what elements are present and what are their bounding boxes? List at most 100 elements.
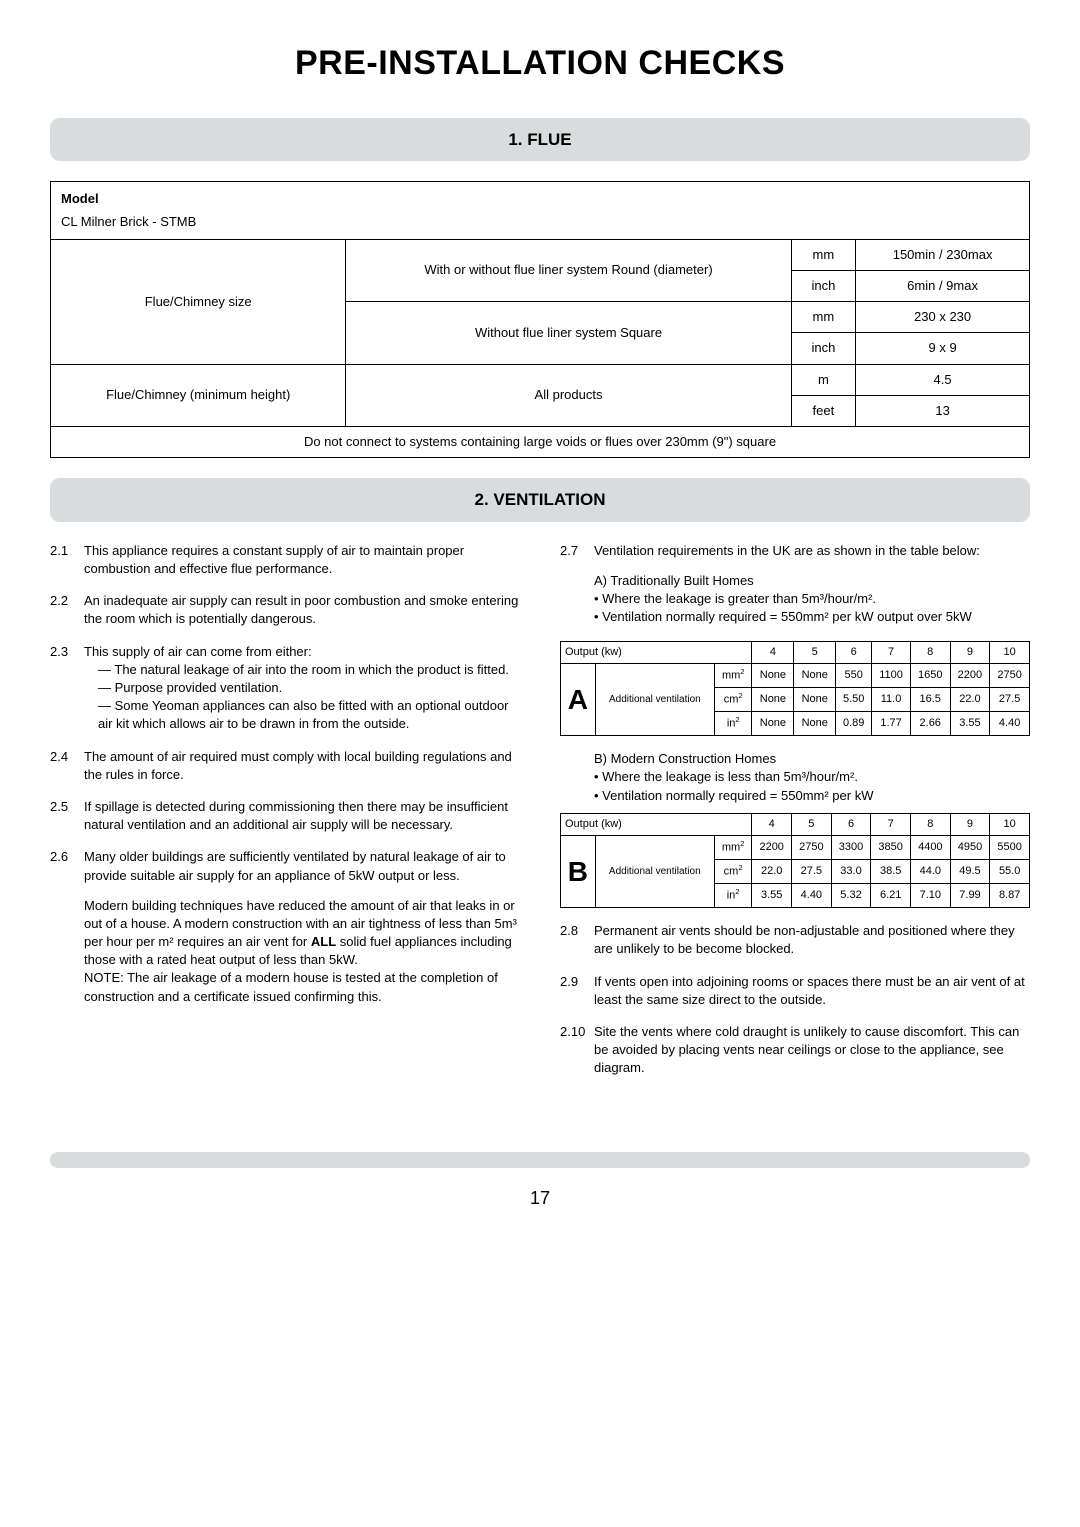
value-cell: 13 xyxy=(856,395,1030,426)
addvent-label: Additional ventilation xyxy=(595,664,714,736)
page-number: 17 xyxy=(50,1186,1030,1211)
table-letter: A xyxy=(561,664,596,736)
cell: 4.40 xyxy=(792,884,832,908)
header: 4 xyxy=(752,813,792,835)
header: 7 xyxy=(872,641,911,663)
model-name: CL Milner Brick - STMB xyxy=(61,214,196,229)
header: 10 xyxy=(990,813,1030,835)
unit: in2 xyxy=(714,884,751,908)
item-text: If vents open into adjoining rooms or sp… xyxy=(594,973,1030,1009)
cell: 7.99 xyxy=(950,884,990,908)
value-cell: 150min / 230max xyxy=(856,239,1030,270)
item-num: 2.9 xyxy=(560,973,594,1009)
cell: 1650 xyxy=(910,664,950,688)
item-num: 2.4 xyxy=(50,748,84,784)
value-cell: 230 x 230 xyxy=(856,302,1030,333)
unit-cell: mm xyxy=(791,239,856,270)
header: 8 xyxy=(910,641,950,663)
header: 9 xyxy=(950,641,990,663)
header: 5 xyxy=(792,813,832,835)
cell: None xyxy=(794,664,836,688)
cell: 1.77 xyxy=(872,712,911,736)
flue-size-label: Flue/Chimney size xyxy=(51,239,346,364)
value-cell: 6min / 9max xyxy=(856,270,1030,301)
unit-cell: feet xyxy=(791,395,856,426)
text: This supply of air can come from either: xyxy=(84,644,312,659)
cell: 8.87 xyxy=(990,884,1030,908)
addvent-label: Additional ventilation xyxy=(595,836,714,908)
flue-height-label: Flue/Chimney (minimum height) xyxy=(51,364,346,426)
unit: mm2 xyxy=(715,664,752,688)
item-num: 2.6 xyxy=(50,848,84,1006)
item-text: Permanent air vents should be non-adjust… xyxy=(594,922,1030,958)
cell: 2750 xyxy=(990,664,1030,688)
cell: 5.32 xyxy=(831,884,871,908)
unit: mm2 xyxy=(714,836,751,860)
bullet: • Where the leakage is less than 5m³/hou… xyxy=(594,768,1030,786)
header: 5 xyxy=(794,641,836,663)
cell: 2200 xyxy=(950,664,990,688)
flue-round-label: With or without flue liner system Round … xyxy=(346,239,791,301)
header: 9 xyxy=(950,813,990,835)
header: 6 xyxy=(831,813,871,835)
cell: None xyxy=(752,688,794,712)
text: Ventilation requirements in the UK are a… xyxy=(594,542,1030,560)
text: NOTE: The air leakage of a modern house … xyxy=(84,969,520,1005)
item-text: The amount of air required must comply w… xyxy=(84,748,520,784)
cell: None xyxy=(794,688,836,712)
item-text: This appliance requires a constant suppl… xyxy=(84,542,520,578)
cell: 33.0 xyxy=(831,860,871,884)
cell: 5.50 xyxy=(836,688,872,712)
header: 10 xyxy=(990,641,1030,663)
cell: None xyxy=(752,712,794,736)
cell: 27.5 xyxy=(792,860,832,884)
text: — Some Yeoman appliances can also be fit… xyxy=(98,697,520,733)
header: 8 xyxy=(911,813,951,835)
cell: 4400 xyxy=(911,836,951,860)
item-num: 2.7 xyxy=(560,542,594,627)
right-column: 2.7 Ventilation requirements in the UK a… xyxy=(560,542,1030,1092)
item-text: If spillage is detected during commissio… xyxy=(84,798,520,834)
cell: 7.10 xyxy=(911,884,951,908)
unit: cm2 xyxy=(715,688,752,712)
cell: 0.89 xyxy=(836,712,872,736)
vent-table-b: Output (kw) 4 5 6 7 8 9 10 B Additional … xyxy=(560,813,1030,909)
cell: 5500 xyxy=(990,836,1030,860)
item-num: 2.2 xyxy=(50,592,84,628)
item-num: 2.10 xyxy=(560,1023,594,1078)
flue-table: Model CL Milner Brick - STMB Flue/Chimne… xyxy=(50,181,1030,458)
cell: 3850 xyxy=(871,836,911,860)
unit-cell: inch xyxy=(791,333,856,364)
cell: 3.55 xyxy=(752,884,792,908)
cell: 16.5 xyxy=(910,688,950,712)
cell: 3300 xyxy=(831,836,871,860)
cell: 27.5 xyxy=(990,688,1030,712)
cell: 4.40 xyxy=(990,712,1030,736)
cell: 38.5 xyxy=(871,860,911,884)
table-letter: B xyxy=(561,836,596,908)
item-text: Site the vents where cold draught is unl… xyxy=(594,1023,1030,1078)
bullet: • Ventilation normally required = 550mm²… xyxy=(594,787,1030,805)
vent-table-a: Output (kw) 4 5 6 7 8 9 10 A Additional … xyxy=(560,641,1030,737)
cell: 55.0 xyxy=(990,860,1030,884)
item-text: This supply of air can come from either:… xyxy=(84,643,520,734)
cell: 44.0 xyxy=(911,860,951,884)
item-num: 2.5 xyxy=(50,798,84,834)
subtitle: A) Traditionally Built Homes xyxy=(594,572,1030,590)
item-text: An inadequate air supply can result in p… xyxy=(84,592,520,628)
unit: cm2 xyxy=(714,860,751,884)
output-label: Output (kw) xyxy=(561,813,752,835)
header: 6 xyxy=(836,641,872,663)
value-cell: 4.5 xyxy=(856,364,1030,395)
value-cell: 9 x 9 xyxy=(856,333,1030,364)
all-products-label: All products xyxy=(346,364,791,426)
cell: 2750 xyxy=(792,836,832,860)
flue-square-label: Without flue liner system Square xyxy=(346,302,791,364)
bold-text: ALL xyxy=(311,934,336,949)
subtitle: B) Modern Construction Homes xyxy=(594,750,1030,768)
text: — Purpose provided ventilation. xyxy=(98,679,520,697)
page-title: PRE-INSTALLATION CHECKS xyxy=(50,40,1030,88)
cell: 4950 xyxy=(950,836,990,860)
unit-cell: mm xyxy=(791,302,856,333)
cell: 2200 xyxy=(752,836,792,860)
